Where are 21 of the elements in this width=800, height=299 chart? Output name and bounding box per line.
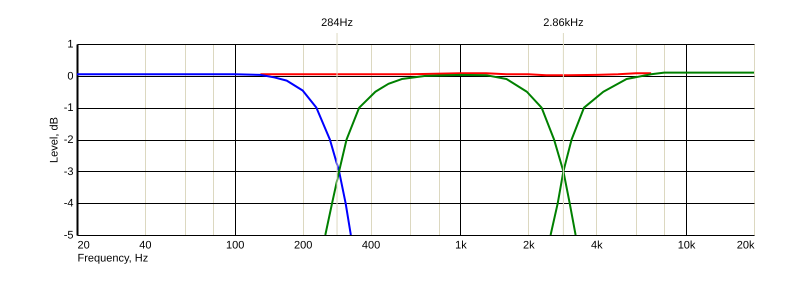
x-tick-label: 2k: [523, 240, 536, 252]
x-axis-title: Frequency, Hz: [78, 252, 148, 264]
x-tick-label: 400: [362, 240, 380, 252]
y-axis-title: Level, dB: [48, 117, 61, 163]
x-tick-label: 20: [78, 240, 90, 252]
y-tick-label: -5: [64, 230, 74, 242]
x-tick-label: 10k: [678, 240, 696, 252]
x-tick-label: 20k: [736, 240, 755, 252]
x-tick-label: 100: [226, 240, 244, 252]
x-tick-label: 1k: [455, 240, 468, 252]
y-tick-label: -2: [64, 134, 74, 146]
y-tick-label: -3: [64, 166, 74, 178]
x-tick-label: 200: [294, 240, 312, 252]
y-tick-label: 1: [67, 38, 74, 50]
ref-line-label: 284Hz: [321, 17, 353, 29]
x-tick-label: 4k: [590, 240, 604, 252]
y-tick-label: -4: [64, 198, 74, 210]
x-tick-label: 40: [139, 240, 152, 252]
y-tick-label: 0: [67, 70, 74, 82]
ref-line-label: 2.86kHz: [543, 17, 584, 29]
y-tick-label: -1: [64, 102, 74, 114]
